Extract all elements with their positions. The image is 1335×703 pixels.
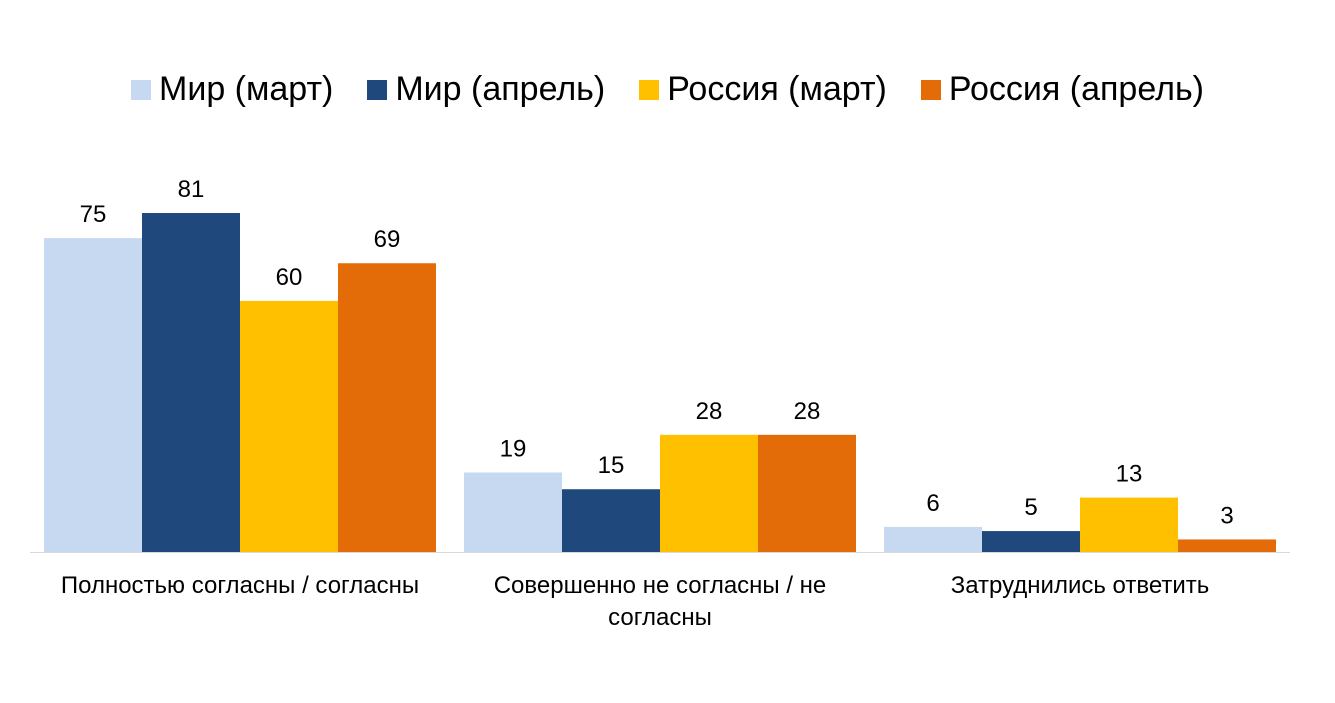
bar — [1080, 497, 1178, 552]
bar — [660, 434, 758, 552]
legend-label: Мир (март) — [159, 70, 334, 108]
value-label: 5 — [1024, 494, 1037, 521]
value-label: 60 — [276, 264, 303, 291]
category-label: Полностью согласны / согласны — [60, 572, 420, 599]
legend: Мир (март) Мир (апрель) Россия (март) Росси… — [0, 70, 1335, 109]
bar — [884, 526, 982, 552]
legend-label: Мир (апрель) — [395, 70, 606, 108]
bar — [982, 531, 1080, 552]
legend-swatch — [367, 79, 388, 100]
value-label: 69 — [374, 226, 401, 253]
legend-item: Мир (март) — [131, 70, 333, 109]
value-label: 3 — [1220, 502, 1233, 529]
value-label: 28 — [794, 398, 821, 425]
value-label: 81 — [178, 176, 205, 203]
category-label: Совершенно не согласны / не согласны — [493, 572, 827, 631]
legend-swatch — [639, 79, 660, 100]
bar — [758, 434, 856, 552]
value-label: 6 — [926, 490, 939, 517]
value-label: 13 — [1116, 461, 1143, 488]
legend-label: Россия (апрель) — [948, 70, 1204, 108]
bar — [464, 472, 562, 552]
value-label: 75 — [80, 201, 107, 228]
value-label: 28 — [696, 398, 723, 425]
bar — [1178, 539, 1276, 552]
legend-swatch — [131, 79, 151, 100]
bar — [338, 263, 436, 552]
bar — [240, 300, 338, 552]
bar — [44, 238, 142, 552]
category-label: Затруднились ответить — [950, 572, 1210, 599]
value-label: 15 — [598, 452, 625, 479]
bar — [142, 213, 240, 552]
legend-item: Мир (апрель) — [367, 70, 605, 109]
legend-label: Россия (март) — [667, 70, 887, 108]
legend-item: Россия (апрель) — [920, 70, 1204, 109]
legend-swatch — [920, 79, 941, 100]
legend-item: Россия (март) — [639, 70, 887, 109]
value-label: 19 — [500, 435, 527, 462]
bar — [562, 489, 660, 552]
